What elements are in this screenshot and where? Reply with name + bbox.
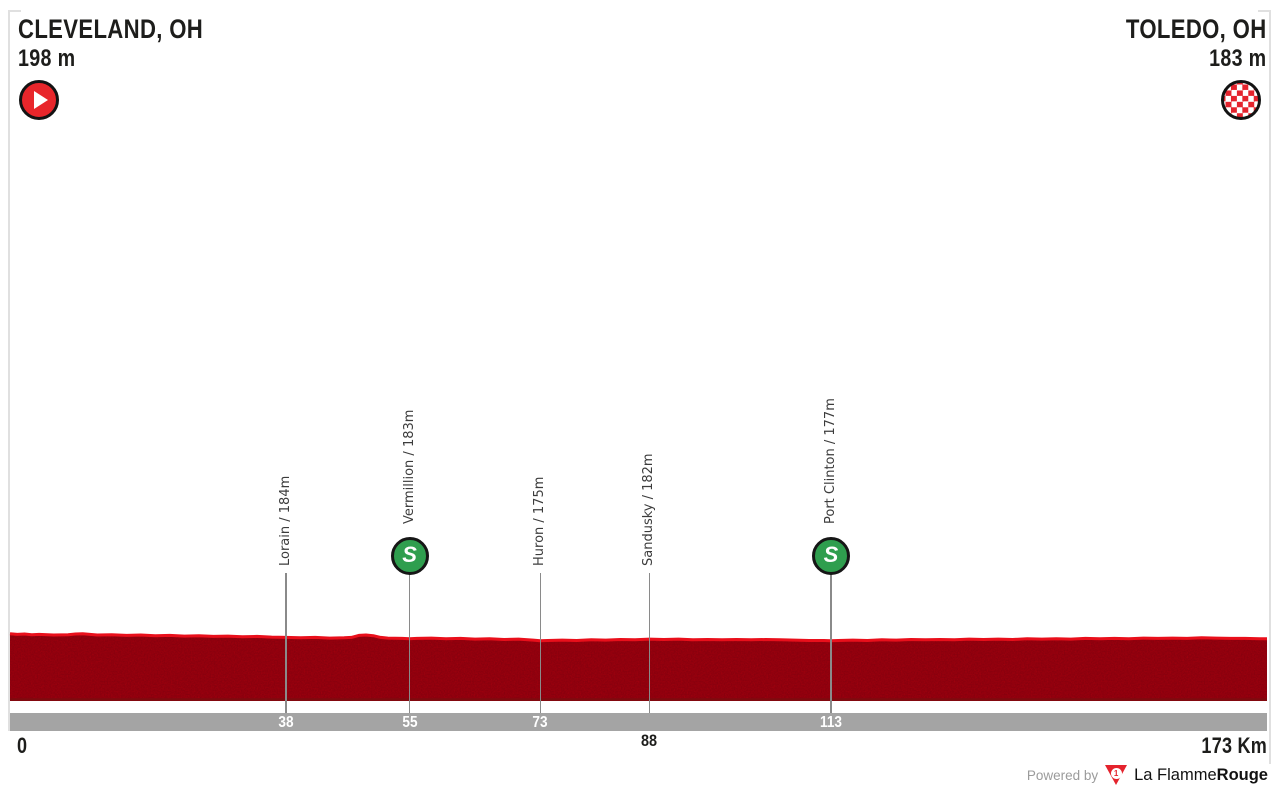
waypoint-marker-line	[285, 573, 287, 713]
axis-end-label: 173 Km	[1201, 733, 1267, 758]
frame-top-right-corner	[1258, 10, 1271, 12]
footer: Powered by 1 La FlammeRouge	[1027, 763, 1268, 787]
waypoint-km-label: 113	[820, 714, 842, 731]
waypoint-label: Huron / 175m	[532, 476, 548, 566]
elevation-area	[10, 633, 1267, 701]
brand-name[interactable]: La FlammeRouge	[1134, 766, 1268, 785]
waypoint-label: Port Clinton / 177m	[823, 398, 838, 524]
waypoint-label: Sandusky / 182m	[641, 453, 657, 566]
sprint-icon[interactable]: S	[390, 537, 429, 575]
play-icon	[34, 91, 48, 109]
waypoint-marker-line	[408, 556, 411, 713]
start-header: CLEVELAND, OH 198 m	[18, 14, 244, 72]
finish-elevation: 183 m	[1209, 45, 1267, 72]
waypoint-label: Lorain / 184m	[278, 475, 294, 566]
frame-left-border	[8, 10, 10, 731]
distance-axis-bar	[10, 713, 1267, 731]
brand-prefix: La Flamme	[1134, 765, 1217, 784]
start-city: CLEVELAND, OH	[18, 14, 204, 44]
waypoint-km-label: 55	[402, 714, 418, 731]
axis-start-label: 0	[17, 733, 28, 758]
sprint-icon-letter: S	[823, 542, 839, 567]
finish-header: TOLEDO, OH 183 m	[1095, 14, 1267, 72]
start-elevation: 198 m	[18, 45, 76, 72]
finish-checkered-flag-icon	[1221, 80, 1261, 120]
waypoint-label: Vermillion / 183m	[401, 409, 417, 524]
waypoint-km-label: 38	[278, 714, 294, 731]
waypoint-marker-line	[830, 556, 832, 713]
powered-by-label: Powered by	[1026, 767, 1099, 783]
frame-top-left-corner	[8, 10, 21, 12]
logo-number: 1	[1110, 767, 1122, 779]
brand-suffix: Rouge	[1216, 765, 1268, 784]
frame-right-border	[1269, 10, 1271, 764]
elevation-top-edge	[9, 632, 1267, 643]
waypoint-km-label: 73	[532, 714, 548, 731]
waypoint-km-label: 88	[641, 731, 658, 750]
waypoint-marker-line	[539, 573, 542, 713]
finish-city: TOLEDO, OH	[1126, 14, 1267, 44]
la-flamme-rouge-logo-icon[interactable]: 1	[1105, 765, 1128, 785]
sprint-icon-letter: S	[402, 542, 417, 567]
sprint-icon[interactable]: S	[812, 537, 850, 575]
start-icon	[19, 80, 59, 120]
waypoint-marker-line	[648, 573, 651, 713]
